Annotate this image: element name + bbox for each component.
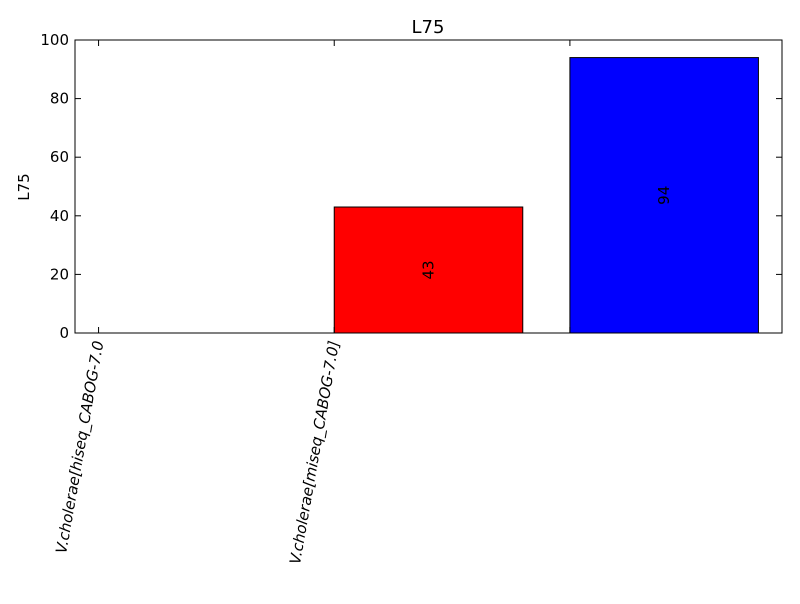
bar-value-label-1: 43 [420, 260, 438, 279]
plot-frame [74, 39, 783, 334]
chart-title: L75 [412, 17, 445, 38]
y-tick-label-1: 20 [50, 265, 69, 283]
y-tick-label-3: 60 [50, 148, 69, 166]
bar-value-label-2: 94 [655, 186, 673, 205]
y-tick-label-0: 0 [59, 324, 69, 342]
y-tick-label-4: 80 [50, 90, 69, 108]
bar-1 [333, 206, 524, 334]
bars-layer [333, 57, 759, 334]
bar-2 [569, 57, 759, 334]
data-labels-layer: 43 94 [420, 186, 674, 280]
y-tick-label-2: 40 [50, 207, 69, 225]
x-tick-label-1: V.cholerae[miseq_CABOG-7.0] [286, 339, 344, 565]
y-tick-label-5: 100 [40, 31, 69, 49]
y-axis-label: L75 [15, 173, 33, 200]
x-tick-label-0: V.cholerae[hiseq_CABOG-7.0 [52, 339, 108, 555]
